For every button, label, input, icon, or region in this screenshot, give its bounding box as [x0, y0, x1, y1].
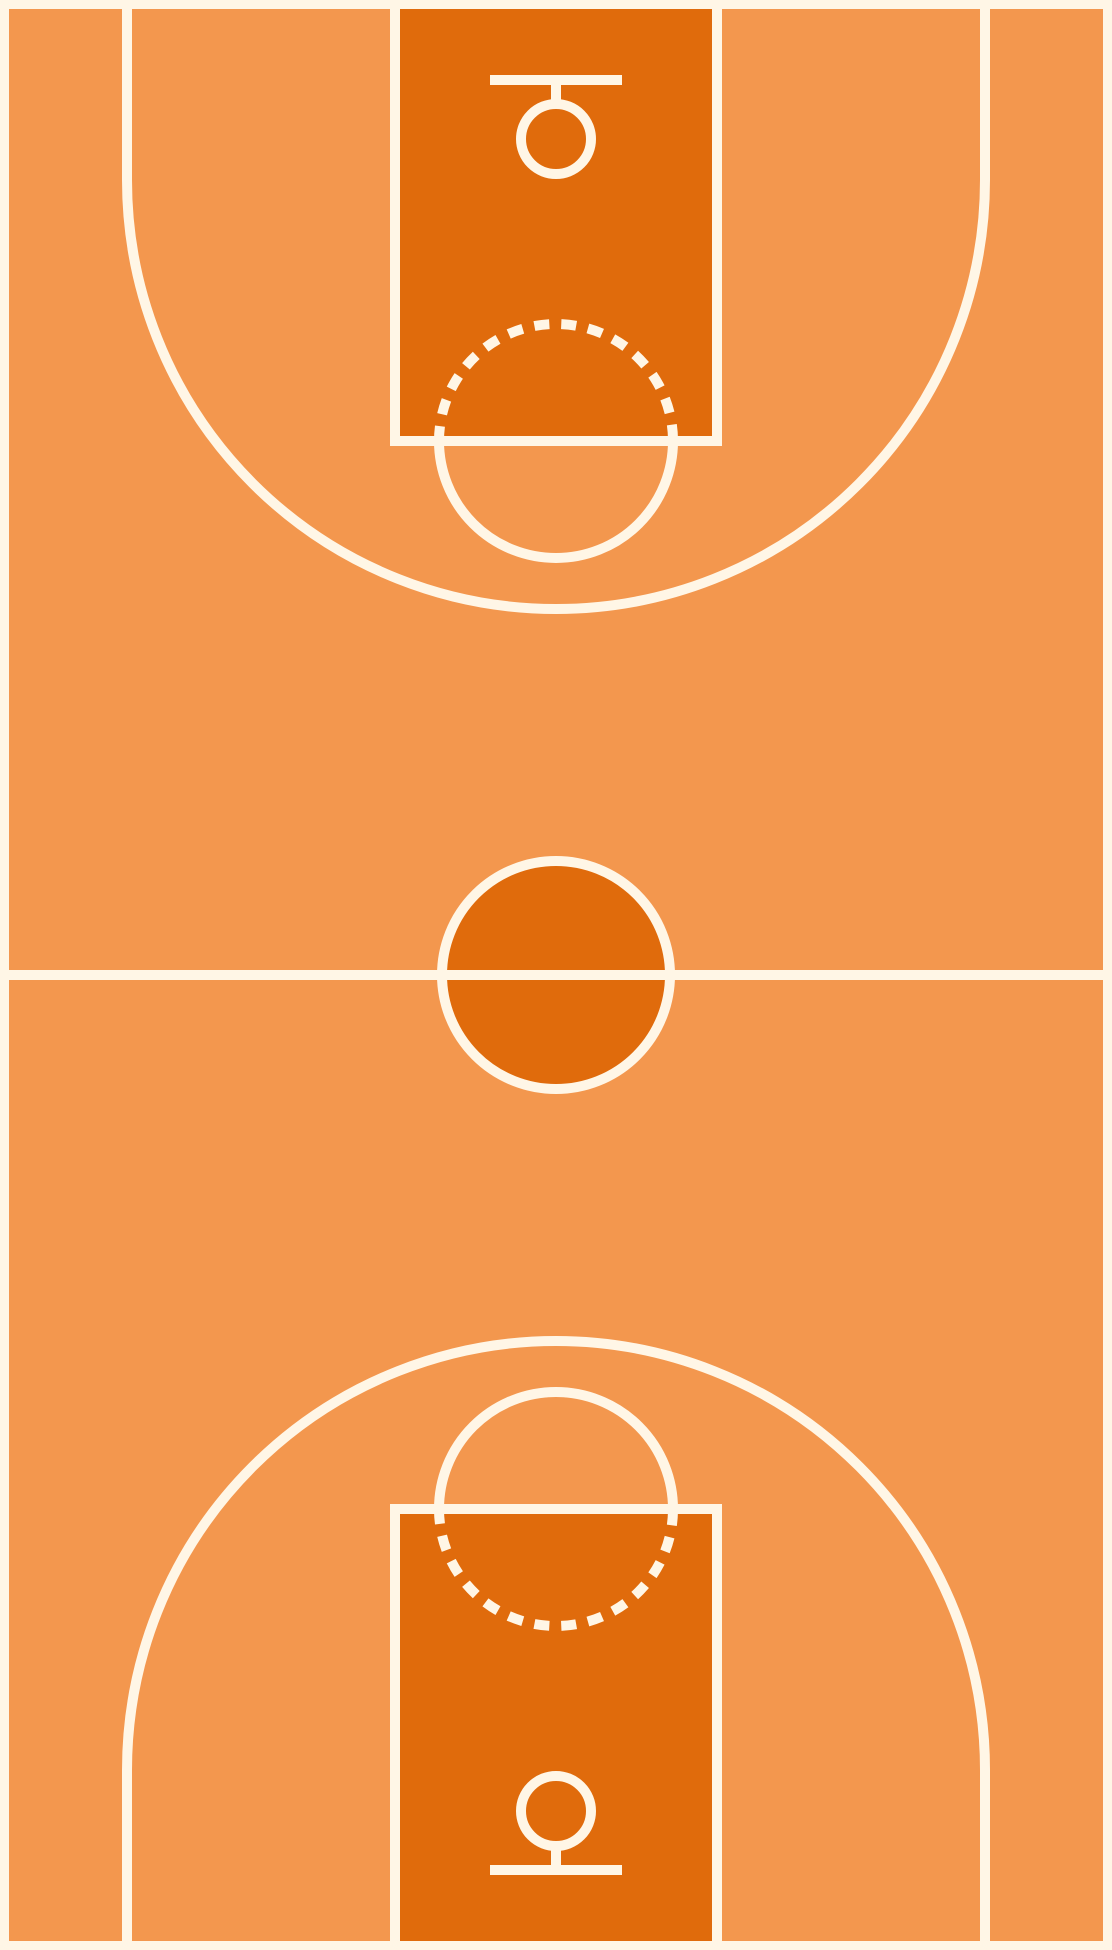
top-free-throw-circle-upper-dashed [434, 319, 678, 442]
bottom-key-paint [390, 1504, 722, 1950]
top-key-paint [390, 0, 722, 446]
top-free-throw-circle-lower [434, 440, 678, 563]
bottom-three-point-line [122, 1336, 990, 1946]
bottom-free-throw-circle-lower-dashed [434, 1508, 678, 1631]
bottom-half [122, 1336, 990, 1950]
top-half [122, 0, 990, 614]
bottom-hoop-rim [516, 1771, 596, 1851]
top-hoop-rim [516, 99, 596, 179]
bottom-free-throw-circle-upper [434, 1387, 678, 1510]
top-three-point-line [122, 4, 990, 614]
